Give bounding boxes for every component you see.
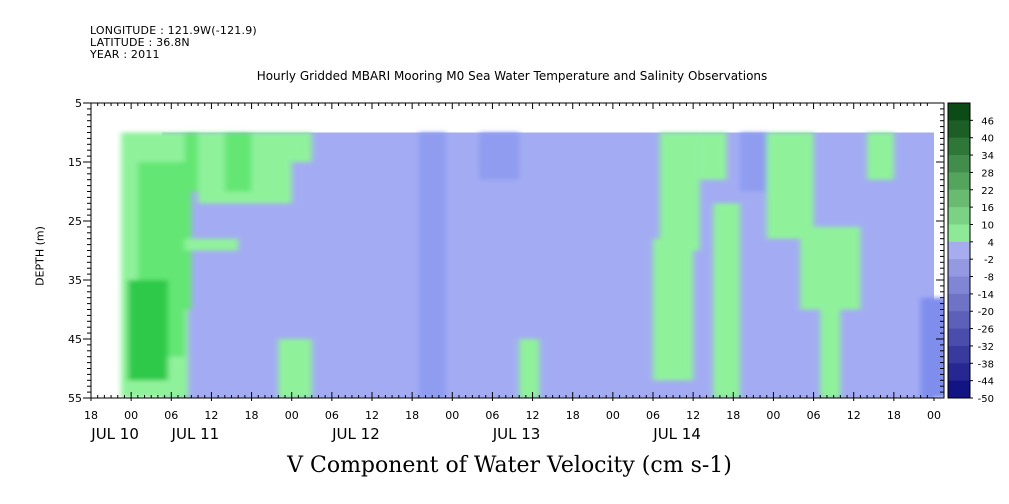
latitude-label: LATITUDE : 36.8N (90, 36, 190, 49)
plot-axes: 18 00 06 12 18 00 06 12 18 00 06 12 18 00 06 12 18 00 06 12… (68, 97, 945, 443)
heatmap-patch (699, 132, 727, 180)
heatmap-patch (479, 132, 520, 180)
colorbar-label: 46 (981, 116, 994, 127)
colorbar-label: 34 (981, 151, 994, 162)
colorbar-swatch (948, 345, 970, 364)
colorbar-frame (947, 102, 971, 399)
x-day-label: JUL 14 (652, 425, 701, 443)
colorbar-swatch (948, 311, 970, 330)
colorbar-label: -32 (978, 342, 994, 353)
colorbar-label: -44 (978, 377, 994, 388)
y-tick-label: 35 (68, 274, 82, 287)
variable-label: V Component of Water Velocity (cm s-1) (287, 453, 732, 478)
x-tick-label: 18 (84, 409, 98, 422)
x-tick-label: 06 (485, 409, 499, 422)
x-tick-label: 00 (927, 409, 941, 422)
chart-title: Hourly Gridded MBARI Mooring M0 Sea Wate… (256, 69, 768, 83)
heatmap-patch (766, 132, 814, 239)
colorbar-swatch (948, 363, 970, 382)
x-day-label: JUL 12 (331, 425, 380, 443)
colorbar-swatch (948, 172, 970, 191)
heatmap-patch (653, 238, 694, 381)
colorbar-label: -20 (978, 307, 994, 318)
colorbar-swatch (948, 259, 970, 278)
colorbar-label: -26 (978, 325, 994, 336)
x-tick-label: 12 (365, 409, 379, 422)
x-tick-label: 06 (325, 409, 339, 422)
heatmap-patch (278, 339, 312, 398)
colorbar-swatch (948, 189, 970, 208)
colorbar-label: 10 (981, 220, 994, 231)
chart-svg: 18 00 06 12 18 00 06 12 18 00 06 12 18 00 06 12 18 00 06 12… (68, 97, 994, 443)
colorbar: 46 40 34 28 22 16 10 4 -2 -8 -14 -20 -26 -32 -38 -44 -50 (947, 102, 994, 405)
colorbar-swatch (948, 276, 970, 295)
x-tick-label: 12 (686, 409, 700, 422)
x-tick-label: 12 (526, 409, 540, 422)
x-tick-label: 00 (445, 409, 459, 422)
y-tick-label: 5 (75, 97, 82, 110)
colorbar-swatch (948, 328, 970, 347)
colorbar-swatch (948, 207, 970, 225)
colorbar-label: -2 (984, 255, 994, 266)
heatmap-patch (184, 238, 239, 251)
colorbar-swatch (948, 241, 970, 260)
colorbar-label: 16 (981, 203, 994, 214)
heatmap-patch (224, 132, 252, 192)
colorbar-swatch (948, 293, 970, 312)
x-tick-label: 00 (766, 409, 780, 422)
x-tick-label: 18 (887, 409, 901, 422)
heatmap-patch (800, 226, 861, 310)
x-tick-label: 18 (726, 409, 740, 422)
colorbar-swatch (948, 155, 970, 173)
x-tick-label: 18 (245, 409, 259, 422)
colorbar-label: 40 (981, 134, 994, 145)
colorbar-label: -38 (978, 359, 994, 370)
x-tick-label: 00 (606, 409, 620, 422)
colorbar-label: 22 (981, 186, 994, 197)
heatmap-patch (418, 132, 446, 398)
y-tick-label: 25 (68, 215, 82, 228)
colorbar-label: -14 (978, 290, 994, 301)
colorbar-label: 4 (988, 238, 994, 249)
x-day-label: JUL 10 (90, 425, 139, 443)
colorbar-swatch (948, 137, 970, 156)
heatmap-patch (920, 297, 944, 398)
y-tick-label: 55 (68, 392, 82, 405)
heatmap-anomalies (121, 132, 944, 398)
y-tick-label: 15 (68, 156, 82, 169)
heatmap-patch (820, 309, 841, 398)
x-day-label: JUL 13 (492, 425, 541, 443)
heatmap-patch (127, 280, 168, 381)
colorbar-label: -50 (978, 394, 994, 405)
colorbar-swatch (948, 380, 970, 399)
heatmap-patch (713, 203, 740, 398)
heatmap-patch (659, 132, 700, 251)
x-tick-label: 06 (807, 409, 821, 422)
longitude-label: LONGITUDE : 121.9W(-121.9) (90, 24, 257, 37)
x-tick-label: 12 (204, 409, 218, 422)
x-tick-label: 12 (847, 409, 861, 422)
colorbar-swatch (948, 103, 970, 121)
colorbar-label: -8 (984, 273, 994, 284)
x-tick-label: 18 (566, 409, 580, 422)
year-label: YEAR : 2011 (90, 48, 160, 61)
heatmap-patch (291, 132, 312, 162)
x-tick-label: 00 (285, 409, 299, 422)
y-tick-label: 45 (68, 333, 82, 346)
x-tick-label: 00 (124, 409, 138, 422)
x-day-label: JUL 11 (171, 425, 220, 443)
heatmap-patch (867, 132, 894, 180)
colorbar-swatch (948, 120, 970, 139)
heatmap-field (121, 132, 944, 398)
x-tick-label: 06 (164, 409, 178, 422)
x-tick-label: 06 (646, 409, 660, 422)
heatmap-patch (739, 132, 767, 192)
colorbar-label: 28 (981, 168, 994, 179)
x-tick-label: 18 (405, 409, 419, 422)
heatmap-patch (519, 339, 540, 398)
colorbar-swatch (948, 224, 970, 243)
